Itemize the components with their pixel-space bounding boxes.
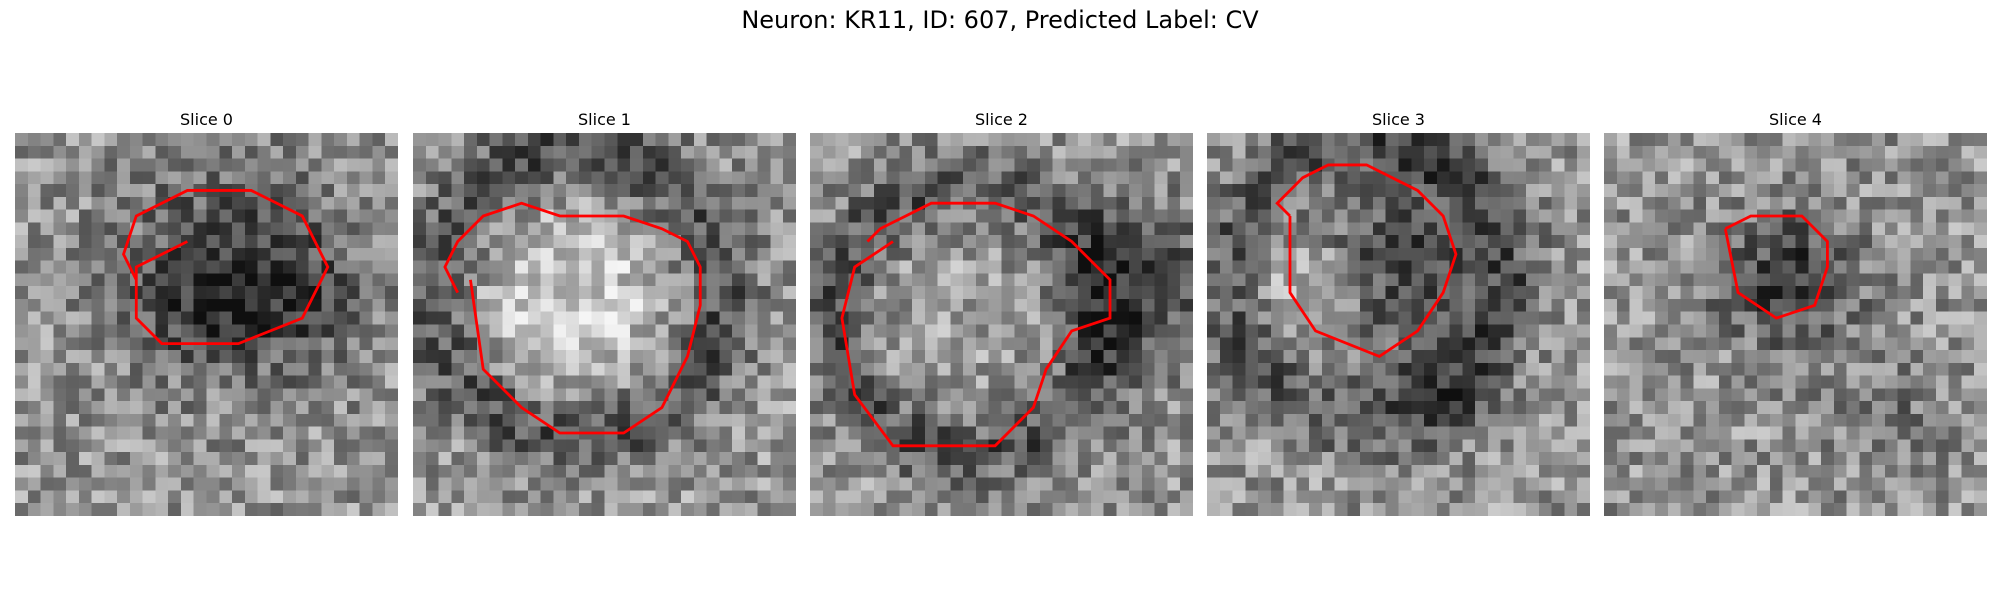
slice-title: Slice 3 (1372, 110, 1425, 129)
slice-image (1604, 133, 1987, 516)
panel-slice-1: Slice 1 (413, 111, 796, 516)
slice-image (810, 133, 1193, 516)
slice-image (1207, 133, 1590, 516)
panel-slice-2: Slice 2 (810, 111, 1193, 516)
roi-contour (122, 189, 330, 346)
slice-title: Slice 0 (180, 110, 233, 129)
panel-slice-0: Slice 0 (15, 111, 398, 516)
panel-slice-4: Slice 4 (1604, 111, 1987, 516)
panel-slice-3: Slice 3 (1207, 111, 1590, 516)
slice-image (413, 133, 796, 516)
roi-contour (840, 201, 1112, 448)
slice-title: Slice 2 (975, 110, 1028, 129)
roi-contour (1275, 163, 1458, 358)
figure-title: Neuron: KR11, ID: 607, Predicted Label: … (741, 6, 1259, 34)
slice-image (15, 133, 398, 516)
roi-contour (1723, 214, 1829, 320)
roi-contour (443, 201, 702, 435)
slice-title: Slice 4 (1769, 110, 1822, 129)
slice-title: Slice 1 (578, 110, 631, 129)
